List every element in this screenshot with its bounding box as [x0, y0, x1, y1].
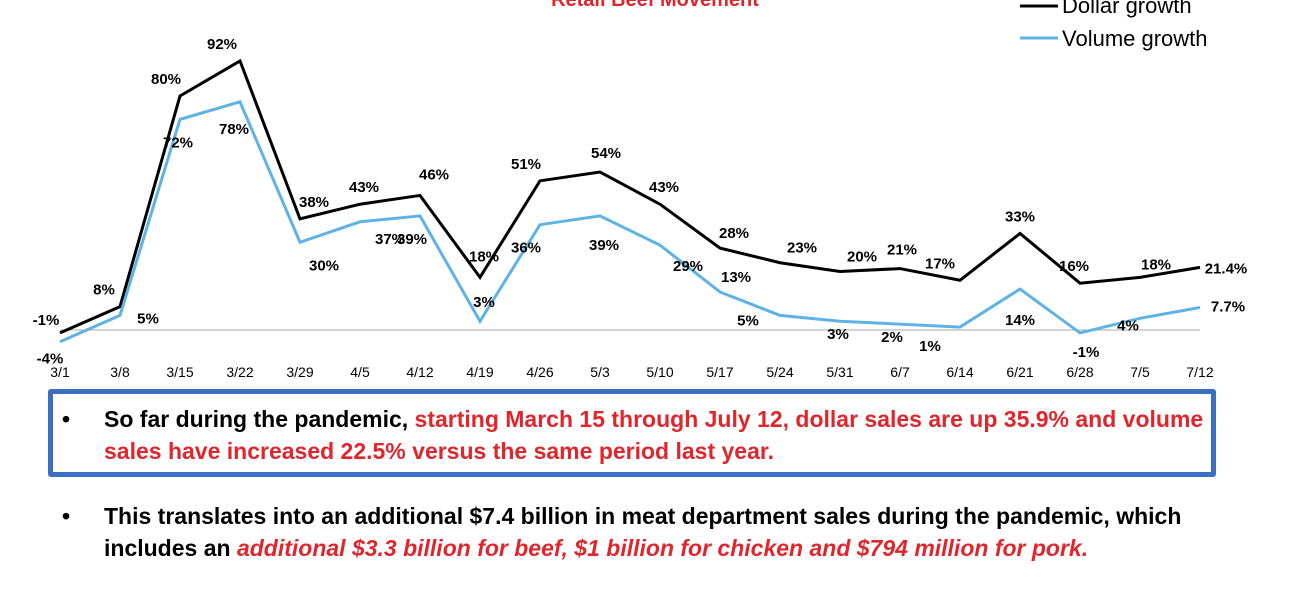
bullet-2: • This translates into an additional $7.… — [62, 500, 1232, 564]
x-tick-label: 5/31 — [826, 364, 853, 380]
x-tick-label: 3/29 — [286, 364, 313, 380]
data-label-dollar: 51% — [511, 156, 541, 173]
legend-label-volume: Volume growth — [1062, 26, 1208, 51]
data-label-dollar: 16% — [1059, 258, 1089, 275]
bullet-2-text: This translates into an additional $7.4 … — [104, 500, 1232, 564]
data-label-dollar: 18% — [469, 248, 499, 265]
x-tick-label: 4/5 — [350, 364, 370, 380]
data-labels-volume: -4%5%72%78%30%37%39%3%36% 39%29%13%5%3% 2%… — [37, 121, 1245, 368]
data-label-dollar: -1% — [33, 312, 60, 329]
data-label-dollar: 80% — [151, 71, 181, 88]
x-tick-label: 5/3 — [590, 364, 610, 380]
bullet-1-plain: So far during the pandemic, — [104, 406, 415, 432]
x-tick-label: 7/12 — [1186, 364, 1213, 380]
data-label-volume: 3% — [827, 326, 849, 343]
data-label-volume: 7.7% — [1211, 298, 1245, 315]
data-label-dollar: 21.4% — [1205, 260, 1248, 277]
bullet-dot: • — [62, 406, 71, 432]
bullet-dot: • — [62, 503, 71, 529]
chart-title: Retail Beef Movement — [551, 0, 759, 11]
data-label-dollar: 17% — [925, 255, 955, 272]
bullet-2-highlight: additional $3.3 billion for beef, $1 bil… — [236, 535, 1089, 561]
data-label-dollar: 46% — [419, 166, 449, 183]
x-tick-label: 6/7 — [890, 364, 910, 380]
line-chart: Retail Beef Movement Dollar growth Volum… — [33, 0, 1248, 380]
x-tick-label: 6/28 — [1066, 364, 1093, 380]
x-tick-label: 3/1 — [50, 364, 70, 380]
data-label-volume: -1% — [1073, 344, 1100, 361]
data-label-dollar: 8% — [93, 282, 115, 299]
data-label-dollar: 21% — [887, 242, 917, 259]
x-tick-label: 7/5 — [1130, 364, 1150, 380]
data-label-volume: 4% — [1117, 317, 1139, 334]
x-tick-label: 3/15 — [166, 364, 193, 380]
data-label-dollar: 38% — [299, 194, 329, 211]
data-label-volume: 5% — [137, 310, 159, 327]
data-label-volume: 3% — [473, 294, 495, 311]
data-label-dollar: 33% — [1005, 208, 1035, 225]
bullet-1: • So far during the pandemic, starting M… — [62, 403, 1212, 467]
data-label-volume: 39% — [589, 237, 619, 254]
x-tick-label: 4/19 — [466, 364, 493, 380]
data-label-dollar: 54% — [591, 145, 621, 162]
x-axis-ticks: 3/1 3/8 3/15 3/22 3/29 4/5 4/12 4/19 4/26 5/3 5/10… — [50, 364, 1214, 380]
x-tick-label: 3/8 — [110, 364, 130, 380]
data-label-volume: 37% — [375, 231, 405, 248]
data-label-volume: 36% — [511, 240, 541, 257]
data-label-dollar: 43% — [649, 179, 679, 196]
data-labels-dollar: -1% 8% 80% 92% 38% 43% 46% 18% 51% 54% 43% 28% 23% 20… — [33, 36, 1248, 329]
data-label-dollar: 43% — [349, 179, 379, 196]
data-label-dollar: 18% — [1141, 256, 1171, 273]
x-tick-label: 4/26 — [526, 364, 553, 380]
x-tick-label: 4/12 — [406, 364, 433, 380]
x-tick-label: 6/14 — [946, 364, 973, 380]
data-label-dollar: 28% — [719, 225, 749, 242]
series-line-dollar-growth — [59, 58, 1201, 335]
data-label-volume: 30% — [309, 257, 339, 274]
highlight-box — [48, 389, 1216, 477]
data-label-dollar: 23% — [787, 240, 817, 257]
x-tick-label: 5/10 — [646, 364, 673, 380]
series-line-volume-growth — [59, 100, 1201, 344]
x-tick-label: 3/22 — [226, 364, 253, 380]
data-label-dollar: 92% — [207, 36, 237, 53]
data-label-volume: 2% — [881, 329, 903, 346]
data-label-volume: 5% — [737, 312, 759, 329]
data-label-volume: 14% — [1005, 312, 1035, 329]
data-label-dollar: 20% — [847, 249, 877, 266]
legend: Dollar growth Volume growth — [1020, 0, 1208, 51]
data-label-volume: -4% — [37, 351, 64, 368]
x-tick-label: 6/21 — [1006, 364, 1033, 380]
bullet-1-text: So far during the pandemic, starting Mar… — [104, 403, 1212, 467]
bullet-2-plain: This translates into an additional $7.4 … — [104, 503, 1182, 561]
legend-label-dollar: Dollar growth — [1062, 0, 1192, 18]
x-tick-label: 5/24 — [766, 364, 793, 380]
data-label-volume: 13% — [721, 269, 751, 286]
bullet-1-highlight: starting March 15 through July 12, dolla… — [104, 406, 1204, 464]
data-label-volume: 1% — [919, 338, 941, 355]
data-label-volume: 78% — [219, 121, 249, 138]
data-label-volume: 29% — [673, 258, 703, 275]
data-label-volume: 39% — [397, 231, 427, 248]
data-label-volume: 72% — [163, 134, 193, 151]
x-tick-label: 5/17 — [706, 364, 733, 380]
